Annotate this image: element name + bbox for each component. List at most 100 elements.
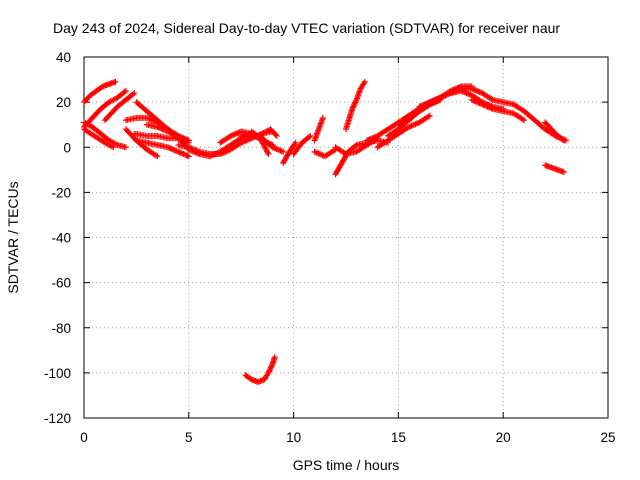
data-point xyxy=(122,87,129,94)
series-track-17 xyxy=(259,126,280,139)
data-point xyxy=(269,144,276,151)
data-point xyxy=(110,144,117,151)
data-point xyxy=(428,98,435,105)
data-point xyxy=(352,142,359,149)
data-point xyxy=(464,90,471,97)
data-point xyxy=(175,148,182,155)
data-point xyxy=(483,103,490,110)
data-point xyxy=(369,135,376,142)
data-point xyxy=(316,151,323,158)
data-point xyxy=(352,99,359,106)
data-point xyxy=(170,146,177,153)
data-point xyxy=(156,125,163,132)
data-point xyxy=(176,133,183,140)
data-point xyxy=(408,122,415,129)
data-point xyxy=(370,134,377,141)
data-point xyxy=(145,115,152,122)
data-point xyxy=(314,149,321,156)
data-point xyxy=(193,149,200,156)
data-point xyxy=(130,91,137,98)
y-tick-label: -80 xyxy=(51,321,71,336)
data-point xyxy=(270,144,277,151)
data-point xyxy=(312,149,319,156)
data-point xyxy=(420,101,427,108)
data-point xyxy=(292,139,299,146)
data-point xyxy=(183,136,190,143)
data-point xyxy=(475,88,482,95)
data-point xyxy=(174,148,181,155)
data-point xyxy=(430,97,437,104)
data-point xyxy=(272,131,279,138)
data-point xyxy=(445,91,452,98)
series-track-03 xyxy=(81,119,129,151)
data-point xyxy=(415,119,422,126)
data-point xyxy=(404,124,411,131)
data-point xyxy=(179,150,186,157)
data-point xyxy=(154,153,161,160)
data-point xyxy=(460,88,467,95)
data-point xyxy=(412,121,419,128)
data-point xyxy=(437,94,444,101)
data-point xyxy=(267,364,274,371)
data-point xyxy=(479,101,486,108)
data-point xyxy=(131,90,138,97)
data-point xyxy=(476,100,483,107)
data-point xyxy=(236,136,243,143)
data-point xyxy=(188,147,195,154)
data-point xyxy=(311,148,318,155)
series-track-11 xyxy=(143,121,192,144)
series-track-10 xyxy=(133,137,192,160)
data-point xyxy=(352,98,359,105)
data-point xyxy=(231,131,238,138)
data-point xyxy=(258,137,265,144)
data-point xyxy=(155,124,162,131)
data-point xyxy=(191,148,198,155)
data-point xyxy=(280,148,287,155)
data-point xyxy=(171,147,178,154)
data-point xyxy=(350,103,357,110)
data-point xyxy=(361,78,368,85)
data-point xyxy=(113,141,120,148)
data-point xyxy=(273,145,280,152)
data-point xyxy=(413,120,420,127)
data-point xyxy=(367,135,374,142)
data-point xyxy=(209,152,216,159)
data-point xyxy=(172,131,179,138)
x-tick-label: 0 xyxy=(80,430,88,445)
data-point xyxy=(212,151,218,158)
data-point xyxy=(269,362,276,369)
data-point xyxy=(480,101,487,108)
data-point xyxy=(361,80,368,87)
data-point xyxy=(458,87,465,94)
data-point xyxy=(232,130,239,137)
data-point xyxy=(366,136,373,143)
series-track-31 xyxy=(416,85,570,144)
data-point xyxy=(187,147,194,154)
data-point xyxy=(183,152,190,159)
data-point xyxy=(472,98,479,105)
data-point xyxy=(230,131,237,138)
series-track-27 xyxy=(374,112,433,151)
data-point xyxy=(315,150,322,157)
data-point xyxy=(521,117,528,124)
data-point xyxy=(273,132,280,139)
data-point xyxy=(179,134,186,141)
data-point xyxy=(351,100,358,107)
data-point xyxy=(266,368,273,375)
series-track-25 xyxy=(343,78,368,133)
y-tick-label: -40 xyxy=(51,231,71,246)
data-point xyxy=(168,130,175,137)
data-point xyxy=(213,150,220,157)
data-point xyxy=(227,132,234,139)
data-point xyxy=(459,88,466,95)
data-point xyxy=(177,149,184,156)
data-point xyxy=(421,101,428,108)
data-point xyxy=(184,152,191,159)
y-tick-label: -20 xyxy=(51,185,71,200)
data-point xyxy=(477,89,484,96)
x-tick-label: 25 xyxy=(600,430,615,445)
data-point xyxy=(470,97,477,104)
series-track-24 xyxy=(332,135,381,158)
data-point xyxy=(166,129,173,136)
data-point xyxy=(265,151,272,158)
